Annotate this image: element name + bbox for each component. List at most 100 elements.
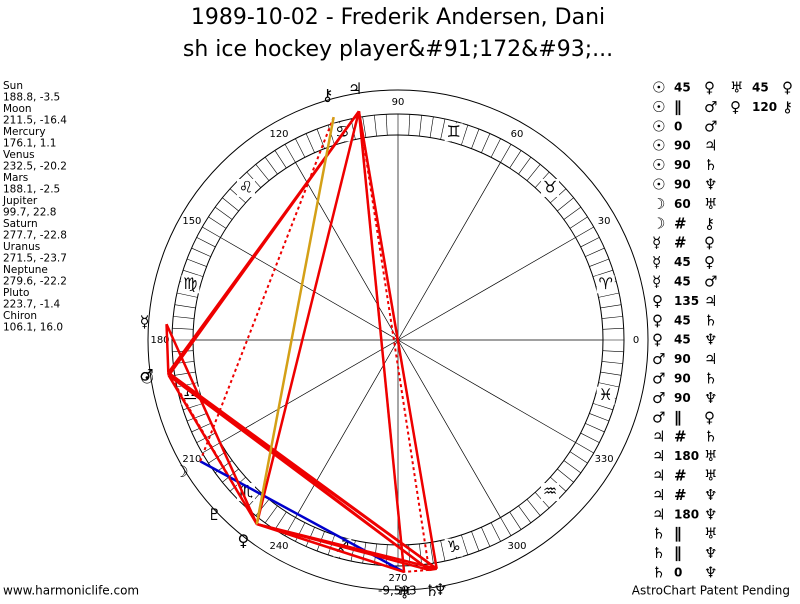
aspect-planet: ♅ <box>704 525 717 543</box>
footer-right: AstroChart Patent Pending <box>632 584 790 598</box>
aspect-planet: ♅ <box>704 467 717 485</box>
degree-label: 30 <box>598 216 611 227</box>
aspect-planet: ♄ <box>704 156 717 174</box>
planet-glyph: ♂ <box>139 365 153 384</box>
band-hatch <box>202 227 220 238</box>
planet-position: 188.8, -3.5 <box>3 92 60 104</box>
band-hatch <box>177 293 198 297</box>
band-hatch <box>557 469 573 482</box>
aspect-angle: 180 <box>674 507 699 521</box>
aspect-planet: ☉ <box>652 98 665 116</box>
band-hatch <box>441 541 445 562</box>
aspect-planet: ♆ <box>704 564 717 582</box>
aspect-angle: # <box>674 486 687 504</box>
aspect-angle: ∥ <box>674 98 682 116</box>
band-hatch <box>602 361 623 363</box>
aspect-angle: 180 <box>674 449 699 463</box>
band-hatch <box>173 316 194 318</box>
planet-glyph: ♀ <box>238 531 250 550</box>
band-hatch <box>589 413 609 421</box>
planet-position: 106.1, 16.0 <box>3 322 63 334</box>
footer-left: www.harmoniclife.com <box>3 584 139 598</box>
aspect-line <box>167 324 257 524</box>
aspect-planet: ♃ <box>704 350 717 368</box>
aspect-planet: ☉ <box>652 156 665 174</box>
band-hatch <box>265 157 277 174</box>
planet-glyph: ♃ <box>348 79 362 98</box>
band-hatch <box>527 164 540 180</box>
aspect-planet: ♄ <box>704 428 717 446</box>
aspect-planet: ♀ <box>704 234 715 252</box>
aspect-planet: ♃ <box>652 467 665 485</box>
aspect-planet: ♀ <box>782 79 793 97</box>
aspect-planet: ♀ <box>704 79 715 97</box>
planet-name: Chiron <box>3 310 37 322</box>
band-hatch <box>256 164 269 180</box>
aspect-planet: ♆ <box>704 389 717 407</box>
sign-glyph: ♓ <box>599 385 613 404</box>
aspect-angle: 90 <box>674 158 691 172</box>
house-line <box>398 162 501 340</box>
band-hatch <box>192 248 211 257</box>
band-hatch <box>215 207 232 219</box>
aspect-planet: ♀ <box>652 311 663 329</box>
aspect-planet: ♄ <box>704 311 717 329</box>
aspect-line <box>169 375 257 524</box>
aspect-angle: # <box>674 428 687 446</box>
band-hatch <box>581 237 600 247</box>
band-hatch <box>441 119 445 140</box>
band-hatch <box>570 452 588 463</box>
planet-name: Sun <box>3 80 23 92</box>
aspect-planet: ☉ <box>652 176 665 194</box>
aspect-planet: ☿ <box>652 234 661 252</box>
planet-position: 277.7, -22.8 <box>3 230 67 242</box>
band-hatch <box>208 217 226 228</box>
planet-name: Mars <box>3 172 28 184</box>
band-hatch <box>564 207 581 219</box>
band-hatch <box>285 144 296 162</box>
aspect-angle: 45 <box>674 313 691 327</box>
planet-position: 223.7, -1.4 <box>3 299 61 311</box>
band-hatch <box>222 198 238 211</box>
degree-label: 330 <box>595 454 614 465</box>
degree-label: 120 <box>269 129 288 140</box>
aspect-angle: 90 <box>674 372 691 386</box>
aspect-planet: ☉ <box>652 137 665 155</box>
band-hatch <box>600 372 621 375</box>
planet-name: Uranus <box>3 241 40 253</box>
house-line <box>398 238 576 341</box>
aspect-planet: ⚷ <box>704 214 715 232</box>
band-hatch <box>471 129 479 149</box>
sign-glyph: ♌ <box>239 177 253 196</box>
aspect-line <box>168 111 359 372</box>
aspect-planet: ♂ <box>704 98 717 116</box>
band-hatch <box>557 198 573 211</box>
aspect-line <box>257 111 359 524</box>
band-hatch <box>409 114 410 135</box>
band-hatch <box>581 433 600 443</box>
aspect-angle: 45 <box>674 333 691 347</box>
aspect-planet: ☿ <box>652 253 661 271</box>
planet-glyph: ♅ <box>397 583 411 600</box>
band-hatch <box>419 115 421 136</box>
aspect-angle: # <box>674 214 687 232</box>
aspect-angle: ∥ <box>674 544 682 562</box>
aspect-planet: ♂ <box>652 370 665 388</box>
planet-position: 211.5, -16.4 <box>3 115 67 127</box>
band-hatch <box>570 217 588 228</box>
band-hatch <box>295 139 305 158</box>
aspect-planet: ♀ <box>652 331 663 349</box>
aspect-angle: 45 <box>674 255 691 269</box>
band-hatch <box>576 443 594 454</box>
sign-glyph: ♉ <box>543 177 557 196</box>
aspect-angle: 45 <box>752 81 769 95</box>
sign-glyph: ♑ <box>446 537 460 556</box>
band-hatch <box>386 114 387 135</box>
aspect-angle: 60 <box>674 197 691 211</box>
band-hatch <box>374 115 376 136</box>
band-hatch <box>175 305 196 308</box>
band-hatch <box>585 248 604 257</box>
aspect-line <box>167 324 169 372</box>
planet-name: Mercury <box>3 126 46 138</box>
aspect-planet: ♆ <box>704 505 717 523</box>
